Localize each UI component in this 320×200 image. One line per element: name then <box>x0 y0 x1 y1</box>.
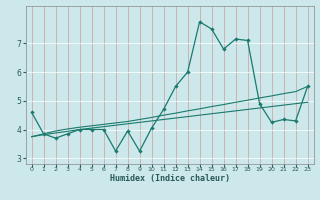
X-axis label: Humidex (Indice chaleur): Humidex (Indice chaleur) <box>109 174 230 183</box>
